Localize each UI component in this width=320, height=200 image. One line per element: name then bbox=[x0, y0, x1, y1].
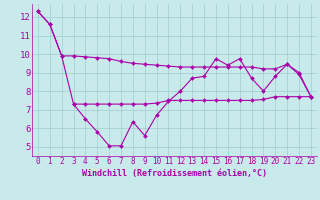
X-axis label: Windchill (Refroidissement éolien,°C): Windchill (Refroidissement éolien,°C) bbox=[82, 169, 267, 178]
